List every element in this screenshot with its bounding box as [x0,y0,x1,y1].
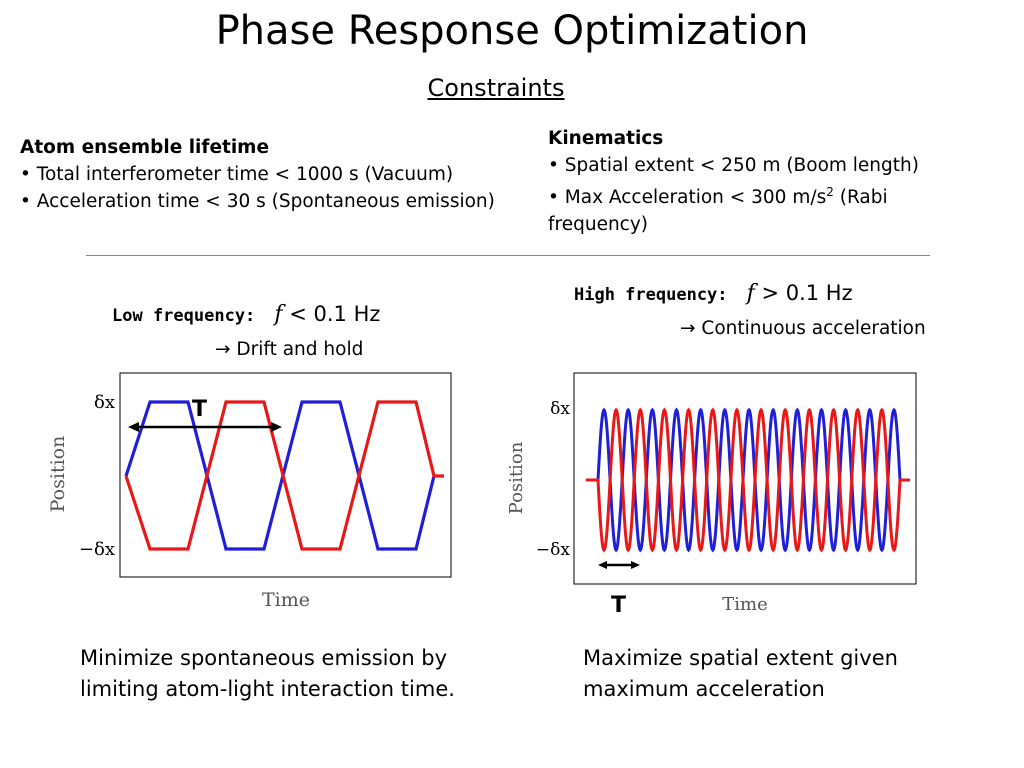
plot-continuous-acceleration-svg: δx −δx Position Time T [506,372,917,618]
drift-hold-text: Drift and hold [230,339,364,360]
atom-lifetime-block: Atom ensemble lifetime • Total interfero… [20,134,495,215]
section-divider [86,255,930,256]
kinematics-bullet-acceleration: • Max Acceleration < 300 m/s2 (Rabi [548,179,919,211]
arrowhead-left-icon [128,422,139,432]
caption-right: Maximize spatial extent given maximum ac… [583,646,898,701]
series-red-trace [124,400,444,551]
continuous-accel-text: Continuous acceleration [695,318,926,339]
high-frequency-condition: > 0.1 Hz [754,281,853,305]
atom-lifetime-heading: Atom ensemble lifetime [20,137,270,158]
kinematics-block: Kinematics • Spatial extent < 250 m (Boo… [548,125,919,238]
series-blue-trace [586,407,910,553]
ytick-bottom: −δx [79,539,115,560]
atom-bullet-vacuum: • Total interferometer time < 1000 s (Va… [20,164,454,185]
period-label: T [192,397,207,422]
ytick-bottom: −δx [536,540,570,560]
arrowhead-right-icon [271,422,282,432]
high-frequency-symbol: f [746,281,755,306]
plot-drift-and-hold: δx −δx Position Time T [40,372,460,612]
constraints-heading: Constraints [427,74,565,102]
x-axis-label: Time [722,594,767,615]
low-frequency-title: Low frequency: [112,306,256,326]
right-arrow-icon: → [215,339,231,360]
kinematics-bullet-continuation: frequency) [548,214,649,236]
high-frequency-label: High frequency: f > 0.1 Hz [574,281,853,306]
arrowhead-right-icon [631,561,640,569]
period-label: T [611,593,626,618]
atom-bullet-emission: • Acceleration time < 30 s (Spontaneous … [20,191,495,212]
arrowhead-left-icon [598,561,607,569]
plot-drift-and-hold-svg: δx −δx Position Time T [47,372,452,611]
y-axis-label: Position [47,436,69,513]
plot-continuous-acceleration: δx −δx Position Time T [500,372,920,620]
low-frequency-condition: < 0.1 Hz [282,302,381,326]
ytick-top: δx [550,399,570,419]
page-title: Phase Response Optimization [215,8,809,54]
high-frequency-title: High frequency: [574,285,728,305]
x-axis-label: Time [262,589,310,611]
accel-rabi: (Rabi [833,187,888,209]
ytick-top: δx [94,392,115,413]
kinematics-heading: Kinematics [548,128,664,149]
right-arrow-icon: → [680,318,696,339]
low-frequency-label: Low frequency: f < 0.1 Hz [112,302,380,327]
low-frequency-note: → Drift and hold [215,336,363,363]
series-red-trace [586,407,910,553]
accel-exponent: 2 [826,185,834,199]
plot-frame [119,372,452,578]
low-frequency-symbol: f [274,302,283,327]
kinematics-bullet-extent: • Spatial extent < 250 m (Boom length) [548,155,919,176]
caption-left: Minimize spontaneous emission by limitin… [80,646,455,701]
y-axis-label: Position [506,441,527,514]
accel-text: • Max Acceleration < 300 m/s [548,187,827,209]
high-frequency-note: → Continuous acceleration [680,315,926,342]
